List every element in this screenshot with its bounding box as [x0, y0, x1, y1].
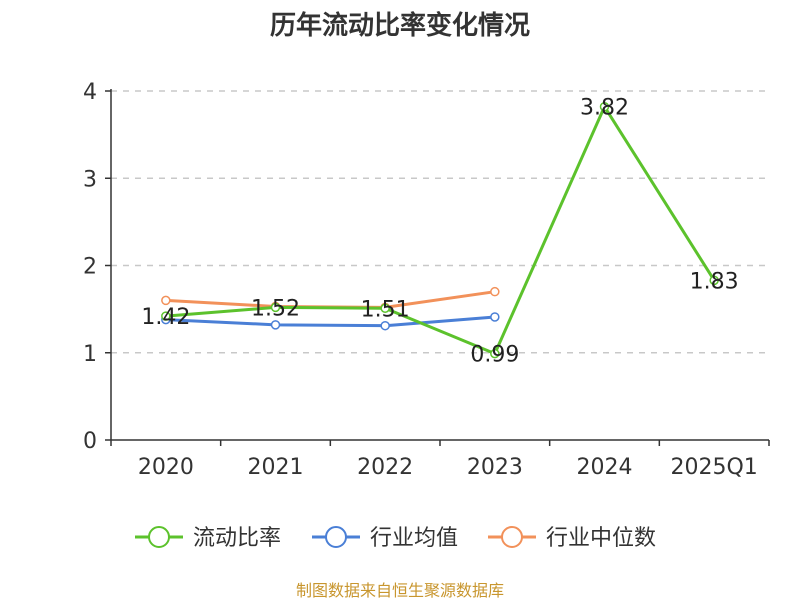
- data-point: [490, 312, 500, 322]
- y-tick-label: 2: [83, 255, 97, 280]
- data-label: 1.51: [361, 297, 410, 322]
- y-tick-label: 0: [83, 429, 97, 454]
- legend-label: 行业中位数: [546, 526, 656, 551]
- x-tick-label: 2020: [138, 455, 194, 480]
- series-line-0: [165, 105, 716, 356]
- legend: 流动比率 行业均值 行业中位数: [135, 526, 656, 551]
- series-line-1: [165, 315, 495, 328]
- y-tick-label: 4: [83, 80, 97, 105]
- series-line-2: [165, 290, 496, 309]
- data-point: [380, 320, 390, 331]
- data-point: [490, 348, 500, 359]
- axes: 0 1 2 3 4 2020 2021 2022 2023 2024 2025Q1: [83, 80, 770, 480]
- data-point: [490, 286, 500, 297]
- y-tick-label: 3: [83, 167, 97, 192]
- data-point: [709, 275, 719, 286]
- x-tick-label: 2024: [577, 455, 633, 480]
- x-tick-label: 2025Q1: [671, 455, 758, 480]
- data-point: [161, 311, 171, 321]
- chart-title: 历年流动比率变化情况: [270, 10, 530, 41]
- data-label: 3.82: [580, 96, 629, 121]
- data-label: 1.52: [251, 296, 300, 321]
- legend-marker: [148, 526, 170, 548]
- legend-marker: [325, 526, 347, 548]
- grid: [111, 90, 769, 354]
- x-tick-label: 2021: [248, 455, 304, 480]
- legend-marker: [501, 526, 523, 548]
- x-tick-label: 2022: [357, 455, 413, 480]
- data-label: 0.99: [470, 343, 519, 368]
- series: [161, 101, 719, 359]
- source-note: 制图数据来自恒生聚源数据库: [296, 581, 504, 600]
- legend-label: 行业均值: [370, 526, 458, 551]
- data-label: 1.83: [690, 269, 739, 294]
- data-point: [161, 295, 171, 306]
- data-labels: 1.42 1.52 1.51 0.99 3.82 1.83: [141, 96, 738, 368]
- data-label: 1.42: [141, 305, 190, 330]
- x-tick-label: 2023: [467, 455, 523, 480]
- data-point: [270, 302, 281, 313]
- data-point: [270, 320, 281, 330]
- data-point: [380, 303, 390, 314]
- y-tick-label: 1: [83, 342, 97, 367]
- legend-label: 流动比率: [193, 526, 281, 551]
- data-point: [599, 101, 610, 112]
